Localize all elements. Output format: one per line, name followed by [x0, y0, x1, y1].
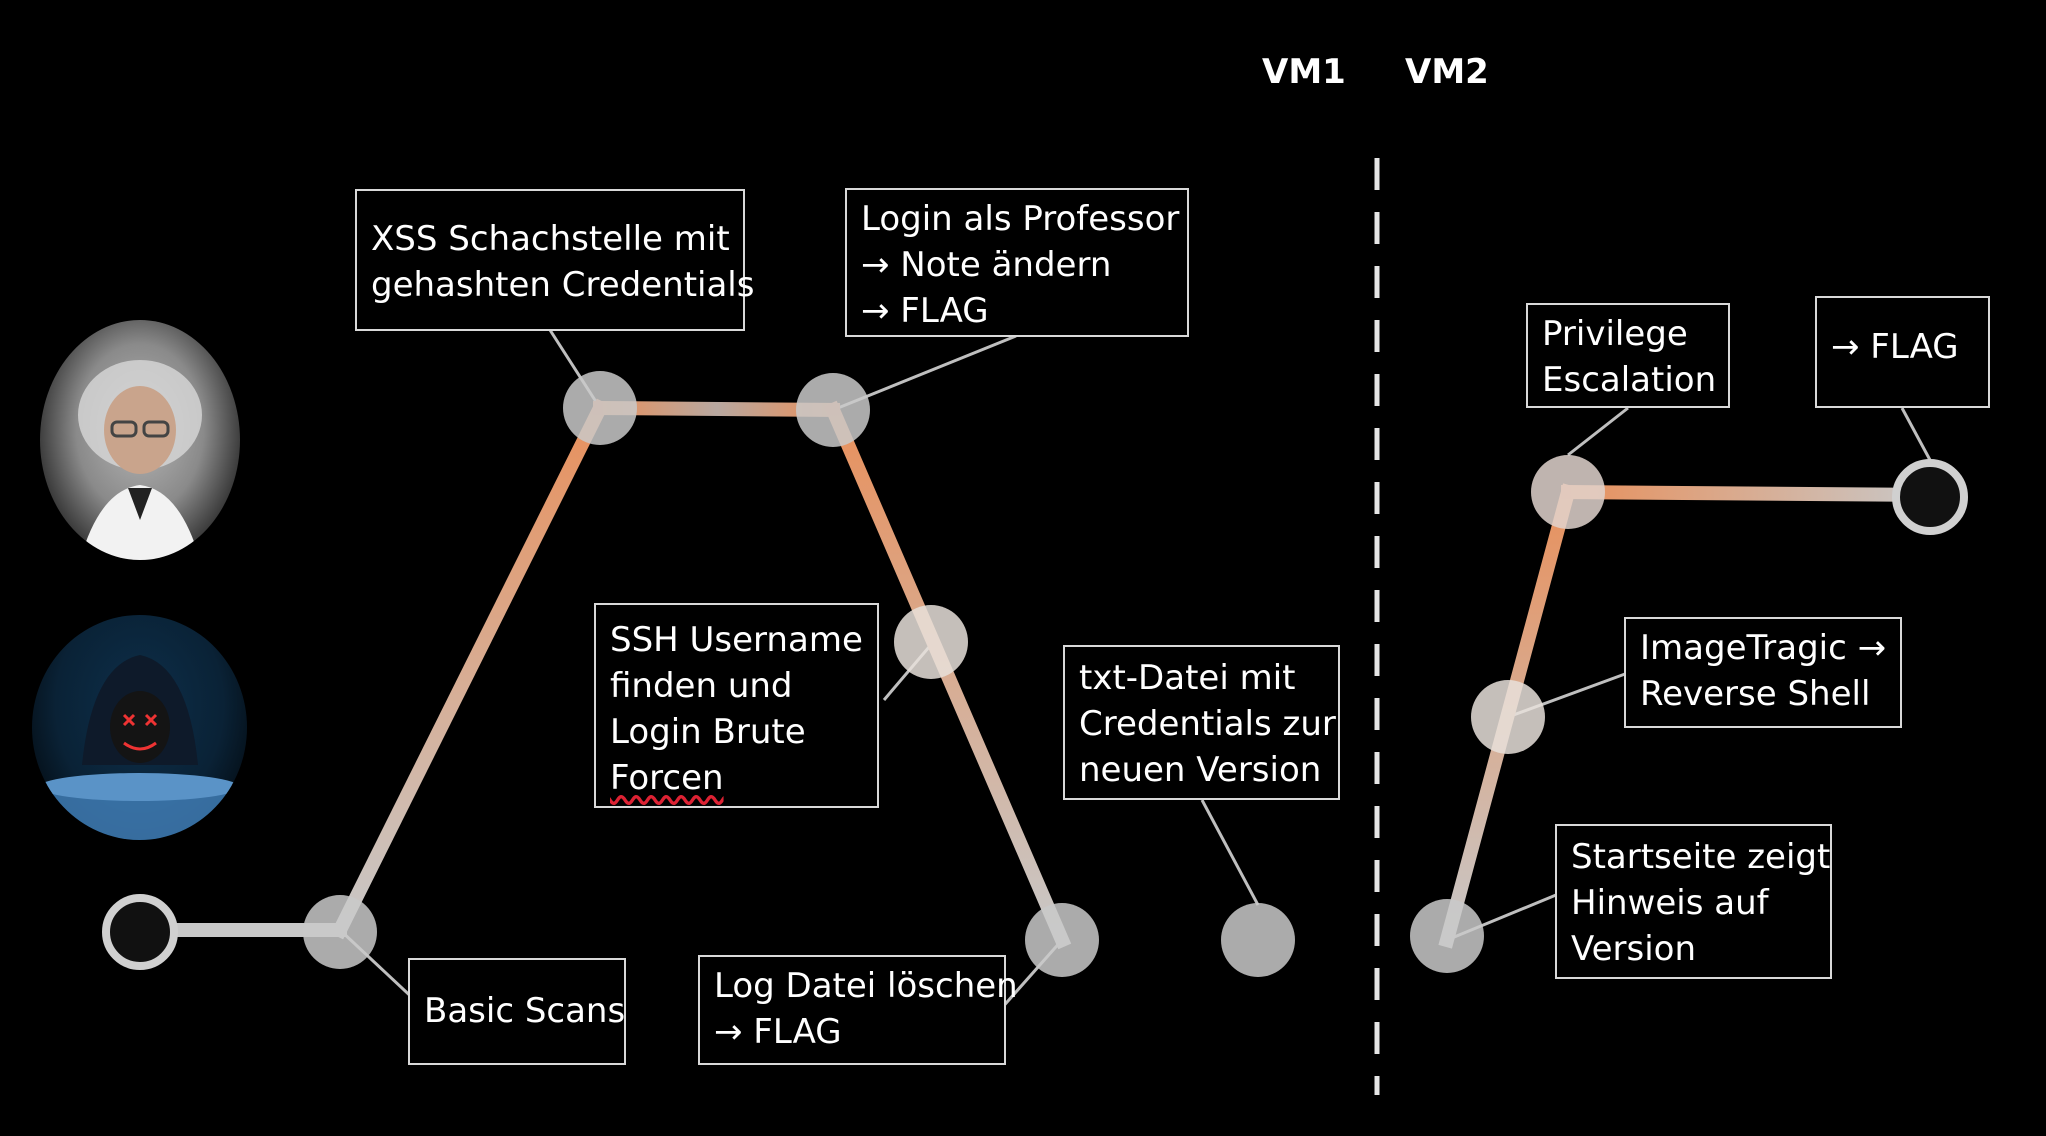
scientist-portrait-icon — [78, 360, 202, 560]
hooded-hacker-icon — [32, 655, 247, 840]
end-node — [1892, 459, 1968, 535]
box-line: → FLAG — [714, 1012, 842, 1052]
box-line: Hinweis auf — [1571, 883, 1769, 923]
box-line: Privilege — [1542, 314, 1688, 354]
box-line: Log Datei löschen — [714, 966, 1018, 1006]
login-professor-box: Login als Professor → Note ändern → FLAG — [845, 188, 1189, 337]
box-line: ImageTragic → — [1640, 628, 1887, 668]
node-login-professor — [796, 373, 870, 447]
path-nodes — [102, 371, 1968, 977]
node-imagetragic — [1471, 680, 1545, 754]
hacker-avatar — [32, 615, 247, 840]
box-line: → FLAG — [1831, 327, 1959, 367]
txt-box: txt-Datei mit Credentials zur neuen Vers… — [1063, 645, 1340, 800]
box-line: gehashten Credentials — [371, 265, 755, 305]
node-txt — [1221, 903, 1295, 977]
box-line: Basic Scans — [424, 991, 626, 1031]
imagetragic-box: ImageTragic → Reverse Shell — [1624, 617, 1902, 728]
start-node — [102, 894, 178, 970]
box-line: Reverse Shell — [1640, 674, 1871, 714]
node-privesc — [1531, 455, 1605, 529]
box-line: Login als Professor — [861, 199, 1180, 239]
box-line: → Note ändern — [861, 245, 1112, 285]
log-box: Log Datei löschen → FLAG — [698, 955, 1018, 1065]
box-line: txt-Datei mit — [1079, 658, 1296, 698]
box-line: SSH Username — [610, 620, 863, 660]
privesc-box: Privilege Escalation — [1526, 303, 1730, 408]
node-startseite — [1410, 899, 1484, 973]
vm1-label: VM1 — [1262, 52, 1346, 92]
flag-end-box: → FLAG — [1815, 296, 1990, 408]
box-line: Login Brute — [610, 712, 806, 752]
box-line: Escalation — [1542, 360, 1717, 400]
node-basic-scans — [303, 895, 377, 969]
startseite-box: Startseite zeigt Hinweis auf Version — [1555, 824, 1832, 979]
box-line: Startseite zeigt — [1571, 837, 1831, 877]
node-ssh — [894, 605, 968, 679]
professor-avatar — [40, 320, 240, 560]
box-line: Version — [1571, 929, 1697, 969]
box-line: → FLAG — [861, 291, 989, 331]
box-line: finden und — [610, 666, 793, 706]
box-line: Forcen — [610, 758, 724, 798]
box-line: Credentials zur — [1079, 704, 1336, 744]
basic-scans-box: Basic Scans — [408, 958, 626, 1065]
node-xss — [563, 371, 637, 445]
ssh-box: SSH Username finden und Login Brute Forc… — [594, 603, 879, 808]
box-line: neuen Version — [1079, 750, 1322, 790]
node-log — [1025, 903, 1099, 977]
box-line: XSS Schachstelle mit — [371, 219, 730, 259]
vm2-label: VM2 — [1405, 52, 1489, 92]
xss-box: XSS Schachstelle mit gehashten Credentia… — [355, 189, 755, 331]
